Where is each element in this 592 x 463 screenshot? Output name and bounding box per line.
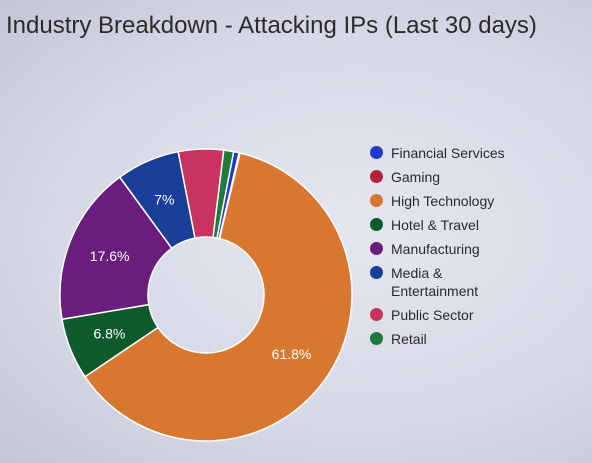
legend-item: Gaming	[370, 168, 511, 186]
slice-manufacturing	[59, 176, 173, 321]
legend-label: High Technology	[391, 193, 495, 209]
legend-label: Retail	[391, 331, 427, 347]
legend-label: Gaming	[391, 169, 441, 185]
data-label-high-technology: 61.8%	[272, 346, 312, 362]
data-label-hotel-travel: 6.8%	[93, 326, 125, 342]
legend-item: Hotel & Travel	[370, 216, 511, 234]
legend-item: High Technology	[370, 192, 511, 210]
legend-label: Public Sector	[391, 307, 474, 323]
data-label-media-entertainment: 7%	[154, 192, 174, 208]
legend-swatch-icon	[370, 170, 383, 183]
legend-item: Public Sector	[370, 306, 511, 324]
legend-item: Manufacturing	[370, 240, 511, 258]
slice-media-entertainment	[118, 150, 196, 250]
legend-label: Media & Entertainment	[391, 265, 479, 299]
legend-swatch-icon	[370, 332, 383, 345]
slice-high-technology	[83, 152, 353, 442]
data-label-manufacturing: 17.6%	[90, 248, 130, 264]
chart-title: Industry Breakdown - Attacking IPs (Last…	[6, 12, 537, 39]
legend-item: Retail	[370, 330, 511, 348]
legend-label: Financial Services	[391, 145, 505, 161]
legend-label: Manufacturing	[391, 241, 480, 257]
legend-item: Financial Services	[370, 144, 511, 162]
legend-swatch-icon	[370, 266, 383, 279]
legend-swatch-icon	[370, 146, 383, 159]
legend-swatch-icon	[370, 308, 383, 321]
legend-swatch-icon	[370, 218, 383, 231]
legend-label: Hotel & Travel	[391, 217, 479, 233]
legend-swatch-icon	[370, 242, 383, 255]
chart-legend: Financial Services Gaming High Technology H…	[370, 144, 511, 354]
legend-item: Media & Entertainment	[370, 264, 511, 300]
legend-swatch-icon	[370, 194, 383, 207]
